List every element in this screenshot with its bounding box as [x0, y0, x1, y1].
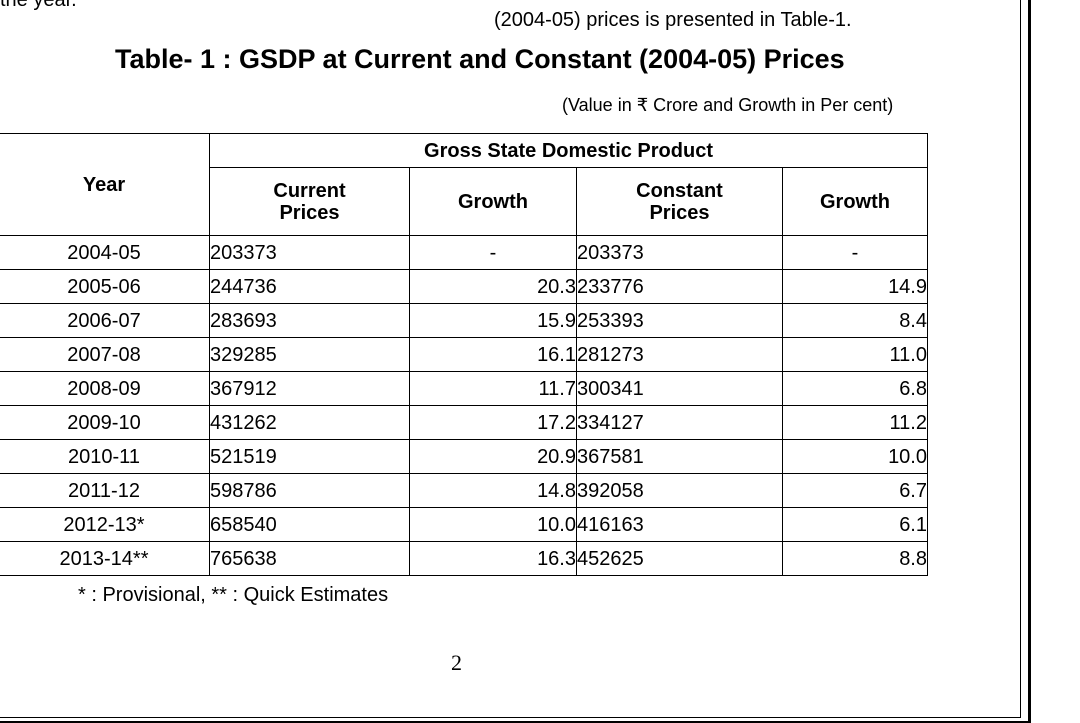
- cell-constant-prices: 300341: [576, 371, 783, 406]
- cell-growth-constant: -: [782, 235, 928, 270]
- cell-year: 2013-14**: [0, 541, 210, 576]
- table-row: 2012-13* 658540 10.0 416163 6.1: [0, 507, 928, 542]
- table-title: Table- 1 : GSDP at Current and Constant …: [115, 44, 845, 74]
- cell-growth-current: 15.9: [409, 303, 577, 338]
- page-frame-bottom-inner: [0, 717, 1021, 718]
- header-growth-current: Growth: [409, 167, 577, 236]
- cell-growth-current: 17.2: [409, 405, 577, 440]
- header-group-gsdp: Gross State Domestic Product: [209, 133, 928, 168]
- cell-constant-prices: 334127: [576, 405, 783, 440]
- cell-growth-constant: 6.8: [782, 371, 928, 406]
- cell-growth-current: 10.0: [409, 507, 577, 542]
- header-year: Year: [0, 133, 210, 236]
- page-number: 2: [451, 650, 462, 675]
- cell-constant-prices: 203373: [576, 235, 783, 270]
- cell-growth-constant: 10.0: [782, 439, 928, 474]
- cell-year: 2011-12: [0, 473, 210, 508]
- cell-growth-current: 20.9: [409, 439, 577, 474]
- cell-current-prices: 521519: [209, 439, 410, 474]
- cell-growth-current: 11.7: [409, 371, 577, 406]
- cell-growth-current: 16.3: [409, 541, 577, 576]
- page-frame-bottom-outer: [0, 721, 1031, 723]
- cell-year: 2006-07: [0, 303, 210, 338]
- preceding-text-fragment: the year.: [0, 0, 77, 11]
- cell-current-prices: 658540: [209, 507, 410, 542]
- cell-growth-constant: 8.4: [782, 303, 928, 338]
- table-row: 2009-10 431262 17.2 334127 11.2: [0, 405, 928, 440]
- cell-year: 2004-05: [0, 235, 210, 270]
- unit-note: (Value in ₹ Crore and Growth in Per cent…: [562, 95, 894, 115]
- cell-growth-constant: 11.0: [782, 337, 928, 372]
- gsdp-table: Year Gross State Domestic Product Curren…: [0, 133, 928, 576]
- cell-constant-prices: 233776: [576, 269, 783, 304]
- cell-growth-constant: 11.2: [782, 405, 928, 440]
- cell-year: 2008-09: [0, 371, 210, 406]
- cell-growth-constant: 6.1: [782, 507, 928, 542]
- cell-constant-prices: 452625: [576, 541, 783, 576]
- table-row: 2005-06 244736 20.3 233776 14.9: [0, 269, 928, 304]
- cell-current-prices: 283693: [209, 303, 410, 338]
- cell-growth-constant: 14.9: [782, 269, 928, 304]
- intro-text: (2004-05) prices is presented in Table-1…: [494, 9, 852, 31]
- cell-growth-constant: 6.7: [782, 473, 928, 508]
- cell-current-prices: 244736: [209, 269, 410, 304]
- header-growth-constant: Growth: [782, 167, 928, 236]
- table-row: 2011-12 598786 14.8 392058 6.7: [0, 473, 928, 508]
- cell-growth-current: 20.3: [409, 269, 577, 304]
- cell-current-prices: 367912: [209, 371, 410, 406]
- page-frame-right-outer: [1028, 0, 1031, 723]
- cell-current-prices: 329285: [209, 337, 410, 372]
- cell-year: 2007-08: [0, 337, 210, 372]
- cell-current-prices: 598786: [209, 473, 410, 508]
- cell-current-prices: 765638: [209, 541, 410, 576]
- table-row: 2007-08 329285 16.1 281273 11.0: [0, 337, 928, 372]
- cell-growth-current: -: [409, 235, 577, 270]
- header-current-prices: Current Prices: [209, 167, 410, 236]
- cell-constant-prices: 253393: [576, 303, 783, 338]
- cell-constant-prices: 367581: [576, 439, 783, 474]
- cell-year: 2012-13*: [0, 507, 210, 542]
- cell-growth-current: 14.8: [409, 473, 577, 508]
- cell-growth-current: 16.1: [409, 337, 577, 372]
- table-row: 2008-09 367912 11.7 300341 6.8: [0, 371, 928, 406]
- page-frame-right-inner: [1020, 0, 1021, 718]
- cell-constant-prices: 392058: [576, 473, 783, 508]
- table-row: 2006-07 283693 15.9 253393 8.4: [0, 303, 928, 338]
- footnote: * : Provisional, ** : Quick Estimates: [78, 584, 389, 606]
- cell-growth-constant: 8.8: [782, 541, 928, 576]
- cell-current-prices: 203373: [209, 235, 410, 270]
- cell-constant-prices: 416163: [576, 507, 783, 542]
- cell-year: 2010-11: [0, 439, 210, 474]
- table-row: 2013-14** 765638 16.3 452625 8.8: [0, 541, 928, 576]
- cell-current-prices: 431262: [209, 405, 410, 440]
- table-row: 2010-11 521519 20.9 367581 10.0: [0, 439, 928, 474]
- cell-constant-prices: 281273: [576, 337, 783, 372]
- table-row: 2004-05 203373-203373-: [0, 235, 928, 270]
- cell-year: 2005-06: [0, 269, 210, 304]
- header-constant-prices: Constant Prices: [576, 167, 783, 236]
- cell-year: 2009-10: [0, 405, 210, 440]
